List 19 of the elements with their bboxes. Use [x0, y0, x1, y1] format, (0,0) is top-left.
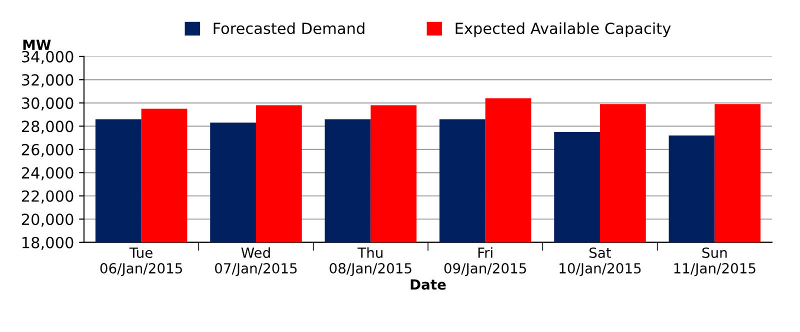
- y-tick-label: 20,000: [22, 214, 74, 227]
- x-axis-title: Date: [410, 279, 446, 290]
- y-tick-label: 18,000: [22, 236, 74, 250]
- x-tick-label: Tue 06/Jan/2015: [100, 248, 182, 276]
- y-tick-label: 28,000: [22, 120, 74, 134]
- x-tick-label: Thu 08/Jan/2015: [330, 247, 412, 276]
- legend-label: Expected Available Capacity: [456, 22, 671, 38]
- y-tick-label: 22,000: [22, 190, 74, 204]
- y-axis-title: MW: [23, 40, 51, 50]
- x-tick-label: Sun 11/Jan/2015: [674, 247, 756, 276]
- x-tick-label: Sat 10/Jan/2015: [560, 247, 641, 276]
- x-tick-label: Wed 07/Jan/2015: [215, 247, 297, 276]
- x-tick-label: Fri 09/Jan/2015: [444, 247, 526, 276]
- y-tick-label: 32,000: [22, 74, 74, 88]
- y-tick-label: 24,000: [22, 167, 74, 180]
- y-tick-label: 30,000: [22, 97, 74, 110]
- y-tick-label: 34,000: [22, 50, 74, 64]
- legend-label: Forecasted Demand: [214, 22, 364, 34]
- y-tick-label: 26,000: [22, 144, 74, 157]
